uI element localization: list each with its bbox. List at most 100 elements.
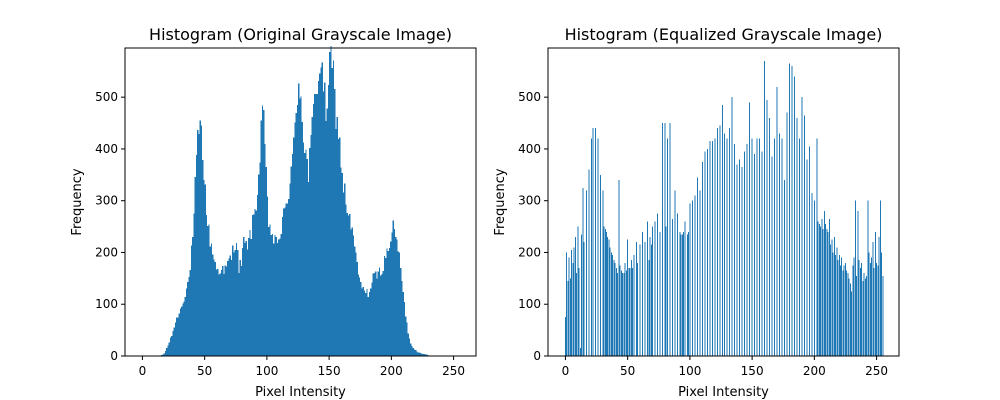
- left-histogram-bar: [397, 251, 399, 356]
- left-histogram-bar: [296, 104, 299, 356]
- left-histogram-bar: [184, 296, 186, 356]
- right-histogram-bar: [847, 273, 849, 356]
- right-histogram-bar: [582, 187, 584, 356]
- left-histogram-bar: [293, 137, 295, 356]
- left-histogram-bar: [234, 249, 236, 356]
- right-histogram-bar: [756, 138, 758, 356]
- left-histogram-bar: [426, 354, 428, 356]
- left-histogram-bar: [214, 261, 216, 356]
- right-histogram-bar: [657, 213, 659, 356]
- left-histogram-bar: [300, 96, 302, 356]
- right-histogram-bar: [835, 255, 837, 356]
- right-histogram-bar: [610, 252, 612, 356]
- right-histogram-bar: [781, 138, 783, 356]
- left-histogram-bar: [219, 273, 221, 356]
- right-histogram-bar: [608, 239, 610, 356]
- right-histogram-bar: [874, 231, 876, 356]
- right-histogram-bar: [647, 221, 649, 356]
- left-y-tick-label: 100: [95, 297, 118, 311]
- left-histogram-bar: [418, 352, 420, 356]
- right-histogram-bar: [602, 190, 604, 356]
- right-y-tick-label: 100: [518, 297, 541, 311]
- left-histogram-bar: [350, 229, 352, 356]
- right-histogram-bar: [581, 234, 583, 356]
- left-y-tick-label: 200: [95, 245, 118, 259]
- left-y-tick-label: 500: [95, 90, 118, 104]
- left-histogram-bar: [332, 60, 335, 357]
- left-histogram-bar: [415, 349, 417, 356]
- left-histogram-bar: [286, 203, 289, 356]
- right-histogram-bar: [786, 112, 788, 357]
- left-histogram-bar: [334, 88, 336, 356]
- right-histogram-bar: [826, 229, 828, 356]
- right-histogram-bar: [644, 242, 646, 356]
- left-histogram-bar: [372, 273, 374, 356]
- left-histogram-bar: [290, 166, 292, 356]
- right-histogram-bar: [866, 275, 868, 356]
- left-histogram-bar: [317, 81, 320, 356]
- left-histogram-bar: [320, 67, 322, 357]
- right-histogram-bar: [830, 244, 832, 356]
- left-histogram-bar: [172, 331, 174, 356]
- right-histogram-bar: [841, 257, 843, 356]
- left-histogram-bar: [382, 271, 384, 356]
- left-y-tick-label: 300: [95, 194, 118, 208]
- left-histogram-bar: [266, 196, 269, 356]
- right-histogram-bar: [843, 265, 845, 356]
- right-histogram-bar: [754, 154, 756, 356]
- right-histogram-bar: [877, 265, 879, 356]
- right-histogram-bar: [729, 128, 731, 356]
- left-histogram-bars: [161, 45, 433, 357]
- left-histogram-bar: [337, 139, 340, 356]
- right-histogram-bar: [820, 226, 822, 356]
- right-histogram-bar: [665, 226, 667, 356]
- left-histogram-bar: [190, 245, 193, 356]
- left-histogram-bar: [302, 142, 305, 356]
- left-histogram-bar: [363, 290, 366, 356]
- right-histogram-bar: [597, 138, 599, 356]
- right-histogram-bar: [852, 265, 854, 356]
- right-histogram-bar: [724, 133, 726, 356]
- left-histogram-bar: [361, 288, 363, 356]
- left-histogram-bar: [344, 183, 346, 356]
- right-histogram-bar: [848, 278, 850, 356]
- left-histogram-bar: [208, 224, 210, 356]
- left-histogram-bar: [294, 122, 296, 356]
- left-histogram-bar: [405, 316, 407, 356]
- left-histogram-bar: [213, 259, 215, 356]
- left-histogram-bar: [195, 155, 198, 356]
- left-histogram-bar: [386, 248, 388, 356]
- right-histogram-bar: [664, 123, 666, 356]
- left-histogram-bar: [239, 260, 241, 356]
- right-histogram-bar: [793, 76, 795, 356]
- left-histogram-bar: [212, 254, 214, 356]
- right-histogram-bar: [637, 262, 639, 356]
- left-histogram-bar: [237, 249, 239, 356]
- left-histogram-bar: [417, 352, 419, 356]
- right-histogram-bar: [654, 221, 656, 356]
- left-histogram-bar: [421, 353, 423, 356]
- left-histogram-bar: [362, 287, 364, 356]
- right-histogram-bar: [609, 247, 611, 356]
- left-histogram-bar: [274, 234, 276, 356]
- left-x-tick-label: 250: [442, 364, 465, 378]
- left-histogram-bar: [324, 82, 326, 357]
- right-histogram-bar: [711, 141, 713, 356]
- left-histogram-bar: [202, 159, 204, 356]
- left-histogram-bar: [298, 83, 300, 356]
- right-histogram-bar: [783, 180, 785, 356]
- right-histogram-bar: [686, 234, 688, 356]
- right-histogram-bar: [603, 226, 605, 356]
- left-histogram-bar: [311, 116, 313, 356]
- left-histogram-bar: [248, 237, 250, 356]
- right-histogram-bar: [739, 159, 741, 356]
- right-histogram-bar: [869, 262, 871, 356]
- right-histogram-bar: [617, 273, 619, 356]
- left-y-tick-label: 400: [95, 142, 118, 156]
- left-histogram-bar: [419, 352, 422, 356]
- left-histogram-bar: [291, 154, 294, 356]
- left-histogram-bar: [295, 113, 297, 356]
- left-histogram-bar: [276, 243, 279, 356]
- left-histogram-bar: [162, 354, 164, 356]
